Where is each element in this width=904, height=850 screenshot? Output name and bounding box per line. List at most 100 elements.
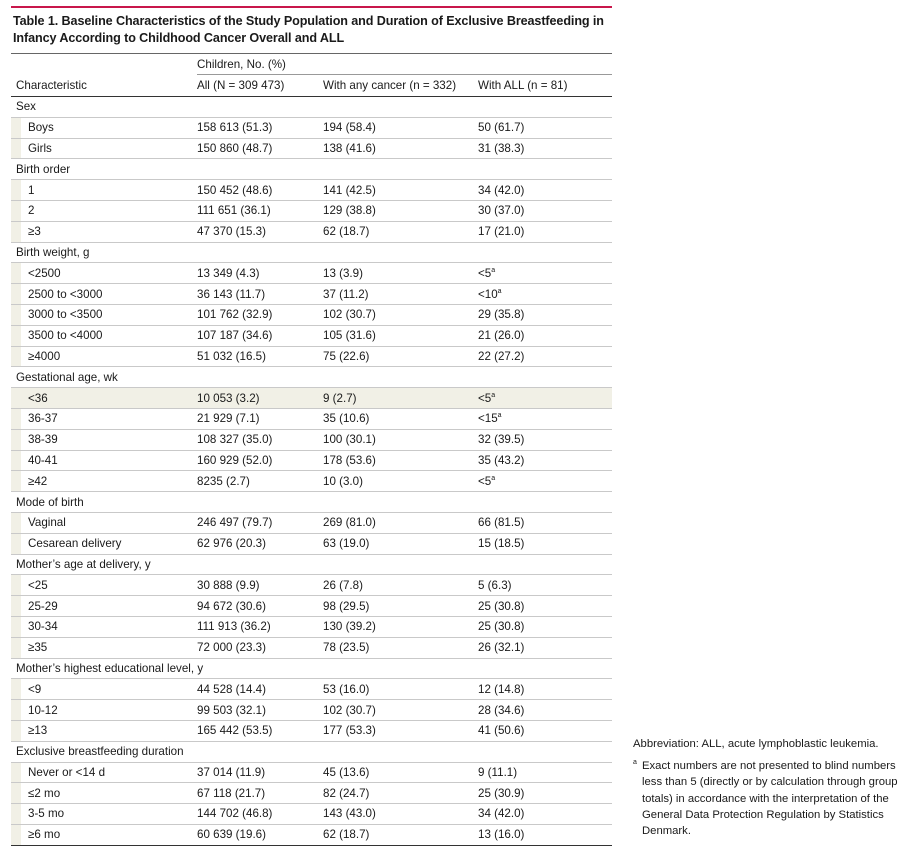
- cell-value: 21 929 (7.1): [197, 412, 260, 426]
- cell-any-cancer: 143 (43.0): [323, 803, 478, 825]
- cell-all: 108 327 (35.0): [197, 429, 323, 451]
- cell-value: 41 (50.6): [478, 724, 525, 738]
- baseline-characteristics-table: Children, No. (%) Characteristic All (N …: [11, 53, 612, 846]
- table-row: Vaginal 246 497 (79.7) 269 (81.0) 66 (81.5): [11, 512, 612, 534]
- cell-value: 36 143 (11.7): [197, 287, 266, 301]
- cell-value: 178 (53.6): [323, 453, 376, 467]
- cell-all: 51 032 (16.5): [197, 346, 323, 368]
- cell-all: [197, 366, 323, 389]
- cell-value: 194 (58.4): [323, 121, 376, 135]
- cell-all-leukemia: <10a: [478, 283, 612, 305]
- cell-all: 36 143 (11.7): [197, 283, 323, 305]
- cell-value: 22 (27.2): [478, 349, 525, 363]
- cell-all-leukemia: [478, 366, 612, 389]
- cell-all-leukemia: 35 (43.2): [478, 450, 612, 472]
- cell-value: 21 (26.0): [478, 329, 525, 343]
- row-label: 36-37: [11, 408, 197, 430]
- cell-value: 99 503 (32.1): [197, 703, 266, 717]
- cell-any-cancer: [323, 366, 478, 389]
- cell-all-leukemia: <15a: [478, 408, 612, 430]
- cell-value: 25 (30.8): [478, 620, 525, 634]
- section-label: Mother’s highest educational level, y: [11, 658, 203, 680]
- table-row: 10-12 99 503 (32.1) 102 (30.7) 28 (34.6): [11, 699, 612, 721]
- table-row: Never or <14 d 37 014 (11.9) 45 (13.6) 9 (1…: [11, 762, 612, 784]
- cell-all-leukemia: 12 (14.8): [478, 678, 612, 701]
- table-row: 36-37 21 929 (7.1) 35 (10.6) <15a: [11, 408, 612, 430]
- row-label: Cesarean delivery: [11, 533, 197, 555]
- cell-value: 111 651 (36.1): [197, 204, 271, 218]
- table-row: <2500 13 349 (4.3) 13 (3.9) <5a: [11, 262, 612, 285]
- cell-all-leukemia: 32 (39.5): [478, 429, 612, 451]
- table-row: 3500 to <4000 107 187 (34.6) 105 (31.6) 21 …: [11, 325, 612, 347]
- cell-all: 10 053 (3.2): [197, 387, 323, 409]
- cell-any-cancer: 10 (3.0): [323, 470, 478, 493]
- cell-value: 98 (29.5): [323, 599, 370, 613]
- cell-all-leukemia: [478, 658, 612, 680]
- table-row: ≥13 165 442 (53.5) 177 (53.3) 41 (50.6): [11, 720, 612, 742]
- row-label: <25: [11, 574, 197, 597]
- table-row: <25 30 888 (9.9) 26 (7.8) 5 (6.3): [11, 574, 612, 597]
- row-label: <36: [11, 387, 197, 409]
- cell-value: 25 (30.9): [478, 786, 525, 800]
- cell-value: 34 (42.0): [478, 807, 525, 821]
- cell-any-cancer: [323, 158, 478, 181]
- header-all: All (N = 309 473): [197, 75, 323, 97]
- cell-any-cancer: 100 (30.1): [323, 429, 478, 451]
- section-row: Birth order: [11, 158, 612, 181]
- table-title: Table 1. Baseline Characteristics of the…: [13, 14, 604, 45]
- row-label: 3500 to <4000: [11, 325, 197, 347]
- row-label: 2: [11, 200, 197, 222]
- cell-any-cancer: [323, 658, 478, 680]
- header-characteristic: Characteristic: [11, 75, 197, 97]
- baseline-table-figure: Table 1. Baseline Characteristics of the…: [11, 6, 612, 846]
- cell-value: 13 (16.0): [478, 828, 525, 842]
- cell-value: 37 014 (11.9): [197, 765, 266, 779]
- section-row: Birth weight, g: [11, 242, 612, 264]
- cell-any-cancer: 102 (30.7): [323, 304, 478, 326]
- cell-value: 94 672 (30.6): [197, 599, 266, 613]
- cell-value: 108 327 (35.0): [197, 433, 273, 447]
- row-label: ≥6 mo: [11, 824, 197, 846]
- cell-all-leukemia: [478, 491, 612, 513]
- cell-all: 165 442 (53.5): [197, 720, 323, 742]
- cell-all-leukemia: 29 (35.8): [478, 304, 612, 326]
- table-row: Boys 158 613 (51.3) 194 (58.4) 50 (61.7): [11, 117, 612, 139]
- cell-all: 101 762 (32.9): [197, 304, 323, 326]
- cell-value: 138 (41.6): [323, 141, 376, 155]
- cell-all: 150 452 (48.6): [197, 179, 323, 201]
- footnote-ref: a: [497, 287, 502, 295]
- title-rule: [11, 6, 612, 8]
- section-row: Sex: [11, 96, 612, 118]
- cell-all-leukemia: 34 (42.0): [478, 179, 612, 201]
- cell-value: 26 (7.8): [323, 578, 363, 592]
- cell-value: 10 (3.0): [323, 474, 363, 488]
- header-group-cell: Children, No. (%): [197, 53, 612, 75]
- row-label: 30-34: [11, 616, 197, 638]
- table-row: ≥3 47 370 (15.3) 62 (18.7) 17 (21.0): [11, 221, 612, 243]
- abbreviation-note: Abbreviation: ALL, acute lymphoblastic l…: [633, 738, 879, 750]
- cell-all-leukemia: 25 (30.9): [478, 782, 612, 805]
- footnote-ref: a: [497, 412, 502, 420]
- cell-any-cancer: 102 (30.7): [323, 699, 478, 721]
- cell-value: 62 (18.7): [323, 225, 370, 239]
- header-all-leukemia: With ALL (n = 81): [478, 75, 612, 97]
- cell-value: <5: [478, 266, 492, 280]
- section-label: Mode of birth: [11, 491, 197, 513]
- cell-any-cancer: 62 (18.7): [323, 221, 478, 243]
- cell-value: 12 (14.8): [478, 682, 525, 696]
- table-notes: Abbreviation: ALL, acute lymphoblastic l…: [633, 736, 901, 839]
- cell-value: 102 (30.7): [323, 308, 376, 322]
- header-empty-cell: [11, 53, 197, 75]
- row-label: 3000 to <3500: [11, 304, 197, 326]
- cell-all: 67 118 (21.7): [197, 782, 323, 805]
- cell-all-leukemia: 25 (30.8): [478, 616, 612, 638]
- footnote-text: Exact numbers are not presented to blind…: [642, 760, 898, 838]
- cell-value: 25 (30.8): [478, 599, 525, 613]
- cell-value: 78 (23.5): [323, 641, 370, 655]
- cell-value: 102 (30.7): [323, 703, 376, 717]
- row-label: <2500: [11, 262, 197, 285]
- table-row: <36 10 053 (3.2) 9 (2.7) <5a: [11, 387, 612, 409]
- cell-value: 63 (19.0): [323, 537, 370, 551]
- cell-all: [197, 658, 323, 680]
- cell-value: 111 913 (36.2): [197, 620, 271, 634]
